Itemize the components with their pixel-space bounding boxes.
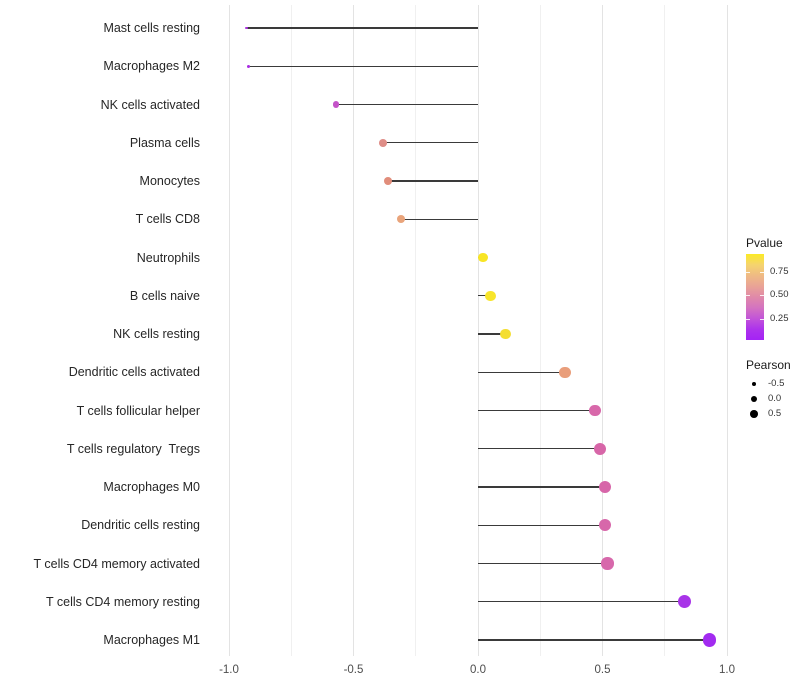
gridline-major	[726, 5, 728, 656]
y-axis-label: Plasma cells	[129, 135, 200, 150]
y-axis-label: NK cells activated	[100, 97, 200, 112]
lollipop-dot	[593, 442, 607, 455]
y-axis-label: Macrophages M1	[103, 633, 200, 647]
y-axis-label: B cells naive	[129, 288, 200, 303]
pvalue-tick-label: 0.50	[770, 289, 789, 301]
gridline-major	[602, 5, 603, 656]
x-axis-tick-label: 1.0	[719, 664, 735, 676]
y-axis-label: Macrophages M0	[103, 480, 200, 494]
y-axis-label: Dendritic cells resting	[81, 518, 200, 533]
lollipop-stem	[388, 180, 478, 182]
lollipop-stem	[248, 65, 478, 67]
lollipop-stem	[478, 524, 605, 526]
lollipop-stem	[400, 218, 478, 220]
lollipop-stem	[478, 639, 710, 641]
lollipop-dot	[559, 366, 571, 378]
y-axis-label: Macrophages M2	[103, 59, 200, 74]
colorbar-tick-mark	[746, 318, 750, 320]
y-axis-label: Monocytes	[139, 174, 200, 188]
gridline-major	[477, 5, 479, 656]
pearson-legend-dot	[751, 381, 757, 387]
colorbar-tick-mark	[746, 272, 750, 274]
pearson-legend-label: 0.0	[768, 393, 782, 404]
lollipop-dot	[332, 101, 340, 108]
x-axis-tick-label: 0.0	[470, 664, 486, 676]
gridline-minor	[415, 5, 417, 656]
pearson-legend-label: -0.5	[768, 378, 785, 389]
y-axis-label: T cells CD4 memory activated	[33, 556, 201, 571]
lollipop-dot	[589, 404, 601, 417]
lollipop-stem	[478, 295, 491, 297]
lollipop-dot	[500, 328, 511, 340]
y-axis-label: Neutrophils	[136, 250, 200, 265]
pvalue-legend-title: Pvalue	[746, 236, 783, 250]
lollipop-dot	[396, 215, 405, 224]
lollipop-dot	[477, 252, 488, 263]
lollipop-stem	[383, 142, 478, 144]
pearson-legend-title: Pearson	[746, 358, 791, 372]
lollipop-stem	[478, 409, 596, 412]
lollipop-dot	[384, 177, 393, 185]
lollipop-dot	[677, 595, 692, 609]
colorbar-tick-mark	[760, 272, 764, 274]
colorbar-tick-mark	[760, 318, 764, 320]
x-axis-tick-label: -0.5	[343, 664, 364, 676]
gridline-minor	[290, 5, 292, 656]
pvalue-colorbar	[746, 254, 764, 340]
lollipop-dot	[598, 519, 612, 532]
lollipop-dot	[245, 26, 248, 30]
lollipop-dot	[485, 290, 496, 301]
lollipop-stem	[246, 27, 478, 29]
lollipop-dot	[601, 557, 614, 570]
y-axis-label: T cells CD8	[135, 212, 200, 227]
y-axis-label: T cells follicular helper	[76, 403, 200, 418]
x-axis-tick-label: 0.5	[594, 664, 611, 676]
y-axis-label: Dendritic cells activated	[68, 365, 200, 380]
y-axis-label: T cells CD4 memory resting	[46, 594, 200, 609]
pvalue-tick-label: 0.75	[770, 266, 789, 278]
lollipop-dot	[598, 480, 612, 494]
gridline-minor	[539, 5, 541, 656]
colorbar-tick-mark	[746, 295, 750, 297]
gridline-major	[228, 5, 230, 656]
lollipop-dot	[702, 633, 717, 647]
pearson-legend-label: 0.5	[768, 408, 782, 419]
gridline-major	[353, 5, 354, 656]
pearson-legend-dot	[750, 395, 758, 403]
y-axis-label: NK cells resting	[113, 327, 200, 341]
lollipop-dot	[379, 138, 388, 147]
lollipop-stem	[478, 333, 506, 335]
colorbar-tick-mark	[760, 295, 764, 297]
x-axis-tick-label: -1.0	[219, 664, 239, 676]
lollipop-stem	[478, 562, 608, 565]
y-axis-label: Mast cells resting	[103, 21, 200, 35]
lollipop-stem	[478, 448, 600, 450]
lollipop-stem	[478, 601, 685, 603]
lollipop-stem	[478, 486, 605, 488]
y-axis-label: T cells regulatory Tregs	[66, 441, 200, 456]
lollipop-dot	[247, 64, 251, 68]
pearson-legend-dot	[750, 410, 758, 418]
pvalue-tick-label: 0.25	[770, 312, 789, 324]
lollipop-stem	[478, 371, 566, 373]
lollipop-stem	[336, 103, 478, 106]
gridline-minor	[664, 5, 666, 656]
